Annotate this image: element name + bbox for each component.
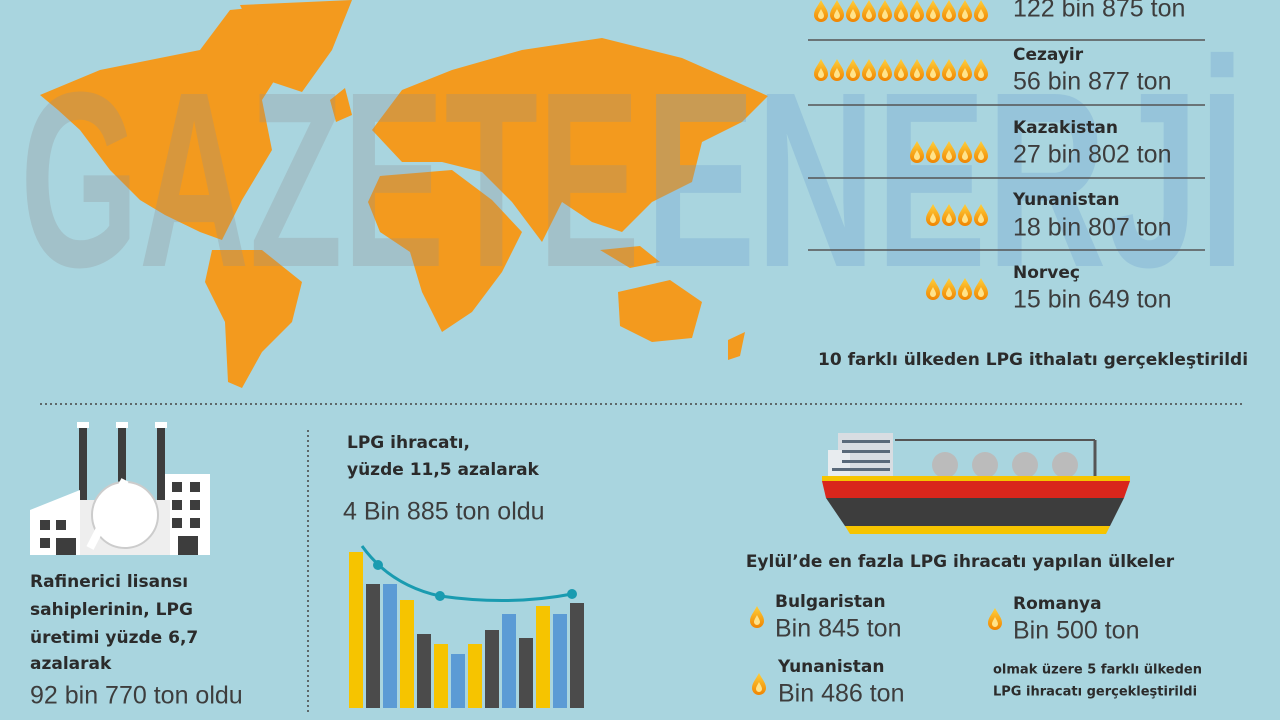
flame-icon (894, 0, 908, 22)
world-map (40, 0, 768, 388)
production-line: üretimi yüzde 6,7 (30, 628, 198, 648)
export-line: LPG ihracatı, (347, 433, 470, 453)
country: Norveç (1013, 263, 1080, 283)
factory-icon (30, 422, 210, 555)
flame-icon (862, 0, 876, 22)
caption: 10 farklı ülkeden LPG ithalatı gerçekleş… (818, 350, 1248, 370)
flame-icon (814, 0, 828, 22)
watermark: GAZETE ENERJİ (20, 40, 1245, 319)
amount: Bin 486 ton (778, 680, 905, 708)
flame-icon (910, 0, 924, 22)
note-line: LPG ihracatı gerçekleştirildi (993, 685, 1197, 700)
flame-icon (958, 0, 972, 22)
production-line: Rafinerici lisansı (30, 572, 188, 592)
flame-icon (750, 606, 764, 628)
amount: 56 bin 877 ton (1013, 68, 1171, 96)
flame-icon (830, 0, 844, 22)
country: Cezayir (1013, 45, 1084, 65)
watermark-right: ENERJİ (645, 40, 1245, 319)
flame-icon (926, 0, 940, 22)
production-result: 92 bin 770 ton oldu (30, 682, 243, 710)
amount: 15 bin 649 ton (1013, 286, 1171, 314)
amount: 27 bin 802 ton (1013, 141, 1171, 169)
country: Yunanistan (1012, 190, 1120, 210)
production-line: sahiplerinin, LPG (30, 600, 193, 620)
flame-icon (988, 608, 1002, 630)
country: Kazakistan (1013, 118, 1118, 138)
country: Romanya (1013, 594, 1102, 614)
export-line: yüzde 11,5 azalarak (347, 460, 540, 480)
flame-icon (942, 0, 956, 22)
country: Bulgaristan (775, 592, 886, 612)
amount: Bin 500 ton (1013, 617, 1140, 645)
flame-icon (752, 673, 766, 695)
decorative-chart (349, 545, 584, 708)
export-countries-title: Eylül’de en fazla LPG ihracatı yapılan ü… (746, 552, 1175, 572)
note-line: olmak üzere 5 farklı ülkeden (993, 663, 1202, 678)
export-result: 4 Bin 885 ton oldu (343, 498, 545, 526)
flame-icon (846, 0, 860, 22)
ship-icon (822, 433, 1130, 534)
amount: 18 bin 807 ton (1013, 214, 1171, 242)
amount: 122 bin 875 ton (1013, 0, 1185, 23)
import-list: 122 bin 875 ton Cezayir 56 bin 877 ton K… (808, 0, 1248, 370)
production-line: azalarak (30, 654, 112, 674)
watermark-left: GAZETE (20, 40, 640, 319)
amount: Bin 845 ton (775, 615, 902, 643)
flame-icon (974, 0, 988, 22)
country: Yunanistan (777, 657, 885, 677)
flame-icon (878, 0, 892, 22)
